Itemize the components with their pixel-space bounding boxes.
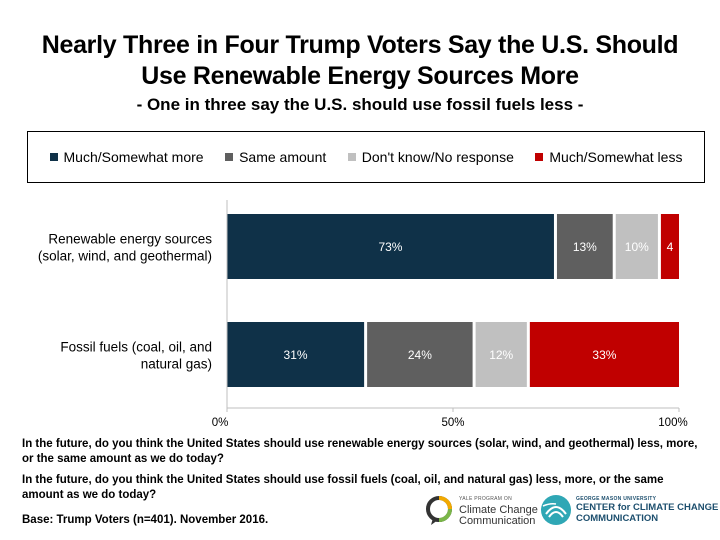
category-label-line: (solar, wind, and geothermal) xyxy=(38,249,212,264)
yale-logo-line-2: Climate Change xyxy=(459,504,538,516)
gmu-logo-icon xyxy=(541,495,571,525)
question-fossil: In the future, do you think the United S… xyxy=(22,474,664,501)
bar-segment-same xyxy=(367,322,473,387)
bar-segment-less xyxy=(529,322,679,387)
legend-label-less: Much/Somewhat less xyxy=(549,149,683,165)
data-label-same: 24% xyxy=(408,348,432,362)
chart-subtitle: - One in three say the U.S. should use f… xyxy=(136,95,584,114)
data-label-more: 31% xyxy=(284,348,308,362)
base-note: Base: Trump Voters (n=401). November 201… xyxy=(22,514,269,526)
gmu-logo-line-2: CENTER for CLIMATE CHANGE xyxy=(576,502,719,513)
data-label-same: 13% xyxy=(573,240,597,254)
chart-legend: Much/Somewhat more Same amount Don't kno… xyxy=(27,131,705,183)
legend-swatch-less xyxy=(535,153,544,161)
gmu-logo-line-3: COMMUNICATION xyxy=(576,513,659,524)
yale-logo-icon xyxy=(426,495,452,525)
data-label-dontknow: 10% xyxy=(625,240,649,254)
legend-swatch-more xyxy=(49,153,58,161)
legend-swatch-same xyxy=(225,153,234,161)
data-label-less: 4 xyxy=(667,240,674,254)
bar-segment-same xyxy=(556,214,613,279)
data-label-less: 33% xyxy=(592,348,616,362)
bar-segment-more xyxy=(227,214,554,279)
legend-label-same: Same amount xyxy=(239,149,327,165)
bar-segment-less xyxy=(660,214,679,279)
yale-logo-line-1: YALE PROGRAM ON xyxy=(459,496,513,502)
legend-item-more: Much/Somewhat more xyxy=(49,149,204,165)
legend-item-less: Much/Somewhat less xyxy=(535,149,682,165)
category-label-0: Renewable energy sources (solar, wind, an… xyxy=(38,232,212,264)
category-label-line: Renewable energy sources xyxy=(48,232,212,247)
question-renewable: In the future, do you think the United S… xyxy=(22,438,698,465)
x-tick-label: 100% xyxy=(658,417,687,429)
legend-swatch-dontknow xyxy=(347,153,356,161)
chart-title: Nearly Three in Four Trump Voters Say th… xyxy=(0,30,720,92)
legend-label-dontknow: Don't know/No response xyxy=(361,149,514,165)
category-label-line: Fossil fuels (coal, oil, and xyxy=(60,340,212,355)
yale-logo-line-3: Communication xyxy=(459,515,536,527)
category-label-line: natural gas) xyxy=(141,357,212,372)
gmu-logo: GEORGE MASON UNIVERSITY CENTER for CLIMA… xyxy=(540,494,718,526)
bar-segment-more xyxy=(227,322,365,387)
bar-segment-dontknow xyxy=(615,214,658,279)
gmu-logo-line-1: GEORGE MASON UNIVERSITY xyxy=(576,496,657,502)
bar-segment-dontknow xyxy=(475,322,527,387)
stacked-bar-chart: Renewable energy sources (solar, wind, an… xyxy=(38,200,688,429)
legend-label-more: Much/Somewhat more xyxy=(63,149,204,165)
x-tick-label: 50% xyxy=(441,417,464,429)
yale-logo: YALE PROGRAM ON Climate Change Communica… xyxy=(424,494,538,527)
category-label-1: Fossil fuels (coal, oil, and natural gas) xyxy=(60,340,212,372)
data-label-more: 73% xyxy=(378,240,402,254)
legend-item-dontknow: Don't know/No response xyxy=(347,149,514,165)
x-tick-label: 0% xyxy=(212,417,229,429)
data-label-dontknow: 12% xyxy=(489,348,513,362)
legend-item-same: Same amount xyxy=(225,149,326,165)
title-line-2: Use Renewable Energy Sources More xyxy=(141,62,579,90)
title-line-1: Nearly Three in Four Trump Voters Say th… xyxy=(41,31,679,59)
